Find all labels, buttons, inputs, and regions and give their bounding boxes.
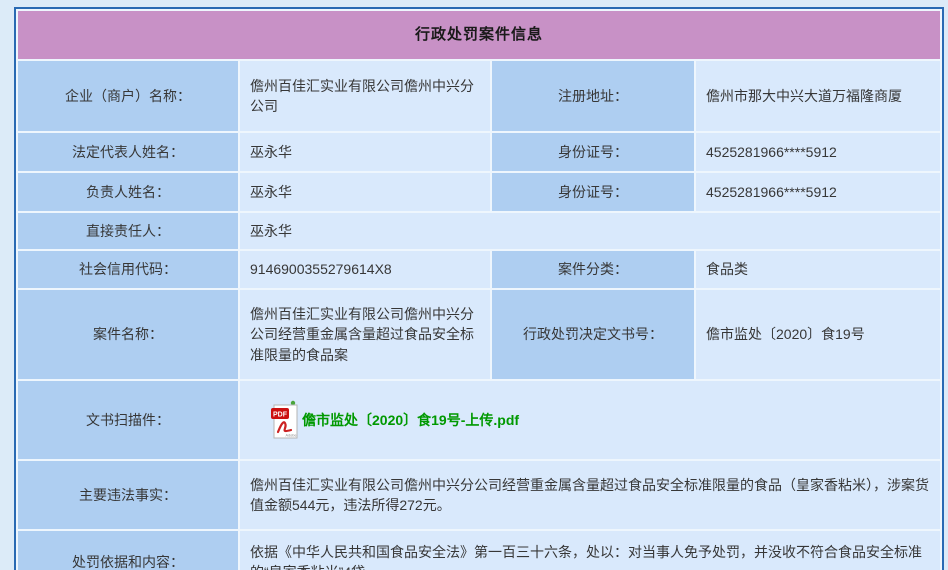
table-row: 负责人姓名： 巫永华 身份证号： 4525281966****5912	[18, 173, 940, 211]
decision-doc-no-label: 行政处罚决定文书号：	[492, 290, 694, 379]
reg-address-label: 注册地址：	[492, 61, 694, 131]
pdf-file-icon[interactable]: PDF Adobe	[270, 399, 300, 441]
case-name-value: 儋州百佳汇实业有限公司儋州中兴分公司经营重金属含量超过食品安全标准限量的食品案	[240, 290, 490, 379]
table-row: 社会信用代码： 9146900355279614X8 案件分类： 食品类	[18, 251, 940, 288]
table-row: 处罚依据和内容： 依据《中华人民共和国食品安全法》第一百三十六条，处以：对当事人…	[18, 531, 940, 570]
direct-responsible-label: 直接责任人：	[18, 213, 238, 249]
person-in-charge-id-value: 4525281966****5912	[696, 173, 940, 211]
illegal-facts-value: 儋州百佳汇实业有限公司儋州中兴分公司经营重金属含量超过食品安全标准限量的食品（皇…	[240, 461, 940, 529]
credit-code-label: 社会信用代码：	[18, 251, 238, 288]
svg-text:Adobe: Adobe	[286, 434, 297, 438]
person-in-charge-value: 巫永华	[240, 173, 490, 211]
green-dot-icon	[290, 400, 296, 406]
person-in-charge-label: 负责人姓名：	[18, 173, 238, 211]
table-row: 案件名称： 儋州百佳汇实业有限公司儋州中兴分公司经营重金属含量超过食品安全标准限…	[18, 290, 940, 379]
credit-code-value: 9146900355279614X8	[240, 251, 490, 288]
page-title: 行政处罚案件信息	[18, 11, 940, 59]
svg-text:PDF: PDF	[273, 412, 288, 419]
legal-rep-id-label: 身份证号：	[492, 133, 694, 171]
penalty-case-table: 行政处罚案件信息 企业（商户）名称： 儋州百佳汇实业有限公司儋州中兴分公司 注册…	[14, 7, 944, 570]
table-row: 文书扫描件： PDF Adobe	[18, 381, 940, 459]
case-category-label: 案件分类：	[492, 251, 694, 288]
table-row: 主要违法事实： 儋州百佳汇实业有限公司儋州中兴分公司经营重金属含量超过食品安全标…	[18, 461, 940, 529]
table-row: 企业（商户）名称： 儋州百佳汇实业有限公司儋州中兴分公司 注册地址： 儋州市那大…	[18, 61, 940, 131]
legal-rep-label: 法定代表人姓名：	[18, 133, 238, 171]
legal-rep-value: 巫永华	[240, 133, 490, 171]
doc-scan-pdf-link[interactable]: 儋市监处〔2020〕食19号-上传.pdf	[302, 411, 520, 428]
legal-rep-id-value: 4525281966****5912	[696, 133, 940, 171]
illegal-facts-label: 主要违法事实：	[18, 461, 238, 529]
company-name-label: 企业（商户）名称：	[18, 61, 238, 131]
person-in-charge-id-label: 身份证号：	[492, 173, 694, 211]
decision-doc-no-value: 儋市监处〔2020〕食19号	[696, 290, 940, 379]
direct-responsible-value: 巫永华	[240, 213, 940, 249]
penalty-basis-value: 依据《中华人民共和国食品安全法》第一百三十六条，处以：对当事人免予处罚，并没收不…	[240, 531, 940, 570]
doc-scan-cell: PDF Adobe 儋市监处〔2020〕食19号-上传.pdf	[240, 381, 940, 459]
table-row: 直接责任人： 巫永华	[18, 213, 940, 249]
case-name-label: 案件名称：	[18, 290, 238, 379]
title-row: 行政处罚案件信息	[18, 11, 940, 59]
company-name-value: 儋州百佳汇实业有限公司儋州中兴分公司	[240, 61, 490, 131]
reg-address-value: 儋州市那大中兴大道万福隆商厦	[696, 61, 940, 131]
case-category-value: 食品类	[696, 251, 940, 288]
penalty-basis-label: 处罚依据和内容：	[18, 531, 238, 570]
table-row: 法定代表人姓名： 巫永华 身份证号： 4525281966****5912	[18, 133, 940, 171]
doc-scan-label: 文书扫描件：	[18, 381, 238, 459]
